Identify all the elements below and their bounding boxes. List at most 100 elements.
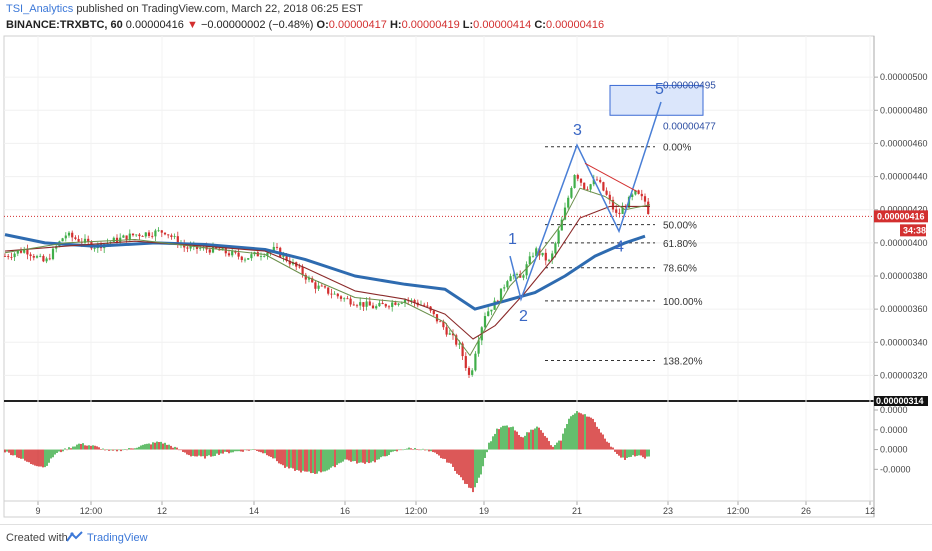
histogram-bar xyxy=(252,449,254,450)
histogram-bar xyxy=(336,449,338,465)
tradingview-logo-icon[interactable] xyxy=(66,530,84,544)
histogram-bar xyxy=(594,422,596,450)
histogram-bar xyxy=(262,449,264,454)
histogram-bar xyxy=(12,449,14,456)
histogram-bar xyxy=(56,449,58,453)
candle-body xyxy=(522,275,525,278)
elliott-wave[interactable]: 1 2 3 4 5 xyxy=(508,81,664,325)
price-tick-label: 0.00000420 xyxy=(880,205,928,215)
histogram-bar xyxy=(270,449,272,457)
histogram-bar xyxy=(302,449,304,471)
candle-body xyxy=(87,238,90,242)
time-tick-label: 12:00 xyxy=(80,506,103,516)
histogram-bar xyxy=(260,449,262,453)
time-tick-label: 23 xyxy=(663,506,673,516)
candle-body xyxy=(10,256,13,258)
ma-slow-line xyxy=(4,233,646,311)
histogram-bar xyxy=(592,418,594,450)
candle-body xyxy=(288,260,291,265)
histogram-bar xyxy=(612,447,614,450)
histogram-bar xyxy=(560,440,562,450)
candle-body xyxy=(423,304,426,306)
histogram-bar xyxy=(294,449,296,471)
histogram-bar xyxy=(182,449,184,452)
histogram-bar xyxy=(240,449,242,452)
histogram-bar xyxy=(642,449,644,458)
candle-body xyxy=(339,296,343,299)
histogram-bar xyxy=(42,449,44,468)
histogram-bar xyxy=(496,428,498,450)
moving-averages xyxy=(4,187,651,356)
histogram-bar xyxy=(458,449,460,476)
histogram-bar xyxy=(14,449,16,456)
candle-body xyxy=(23,249,26,253)
price-axis[interactable]: 0.00000500 0.00000480 0.00000460 0.00000440… xyxy=(874,72,928,380)
histogram-bar xyxy=(316,449,318,474)
histogram-bar xyxy=(570,416,572,450)
candle-body xyxy=(448,333,451,335)
histogram-bar xyxy=(304,449,306,472)
histogram-bar xyxy=(556,442,558,450)
candle-body xyxy=(243,259,247,261)
histogram-bar xyxy=(380,449,382,458)
histogram-bar xyxy=(68,447,70,450)
candle-body xyxy=(19,250,23,253)
histogram-bar xyxy=(136,447,138,450)
fibonacci-levels[interactable]: 0.00% 50.00% 61.80% 78.60% 100.00% 138.20% xyxy=(545,143,703,368)
histogram-bar xyxy=(408,447,410,450)
candle-body xyxy=(512,274,515,277)
candle-body xyxy=(307,278,311,280)
histogram-bar xyxy=(418,449,420,451)
low-price-tag xyxy=(874,396,928,406)
histogram-bar xyxy=(206,449,208,457)
histogram-bar xyxy=(178,449,180,451)
histogram-bar xyxy=(72,446,74,450)
histogram-bar xyxy=(78,443,80,450)
histogram-bar xyxy=(128,448,130,450)
histogram-bar xyxy=(478,449,480,478)
tradingview-brand-link[interactable]: TradingView xyxy=(87,532,148,544)
histogram-bar xyxy=(444,449,446,459)
histogram-bar xyxy=(448,449,450,463)
candle-body xyxy=(400,302,403,304)
candle-body xyxy=(506,281,509,288)
histogram-bar xyxy=(152,442,154,450)
candle-body xyxy=(455,335,458,345)
candle-body xyxy=(499,288,503,303)
candle-body xyxy=(26,249,29,255)
histogram-bar xyxy=(58,449,60,452)
current-price-tag xyxy=(874,210,928,223)
close-value: 0.00000416 xyxy=(545,19,605,31)
histogram-bar xyxy=(314,449,316,474)
candle-body xyxy=(61,238,64,242)
histogram-bar xyxy=(414,448,416,450)
time-axis[interactable]: 9 12:00 12 14 16 12:00 19 21 23 12:00 26 12 xyxy=(4,500,875,516)
candle-body xyxy=(183,244,186,248)
author-link[interactable]: TSI_Analytics xyxy=(6,3,74,15)
candle-body xyxy=(330,293,333,295)
candle-body xyxy=(464,356,467,368)
candle-body xyxy=(515,273,519,275)
histogram-bar xyxy=(64,448,66,450)
histogram-bar xyxy=(356,449,358,464)
histogram-bar xyxy=(10,449,12,456)
price-chart[interactable]: 0.00000500 0.00000480 0.00000460 0.00000440… xyxy=(0,0,932,524)
histogram-bar xyxy=(442,449,444,459)
histogram-bar xyxy=(288,449,290,469)
histogram-bar xyxy=(126,449,128,451)
histogram-bar xyxy=(334,449,336,468)
histogram-bar xyxy=(232,449,234,453)
histogram-bar xyxy=(54,449,56,455)
candle-body xyxy=(378,302,381,307)
time-tick-label: 12 xyxy=(865,506,875,516)
histogram-bar xyxy=(586,416,588,450)
histogram-bar xyxy=(622,449,624,458)
target-zone[interactable]: 0.00000495 0.00000477 xyxy=(609,80,716,132)
histogram-bar xyxy=(412,449,414,451)
histogram-bar xyxy=(296,449,298,471)
target-box[interactable] xyxy=(609,84,704,116)
symbol-label[interactable]: BINANCE:TRXBTC, 60 xyxy=(6,19,123,31)
histogram-bar xyxy=(312,449,314,473)
candle-body xyxy=(381,302,384,305)
histogram-bar xyxy=(16,449,18,458)
